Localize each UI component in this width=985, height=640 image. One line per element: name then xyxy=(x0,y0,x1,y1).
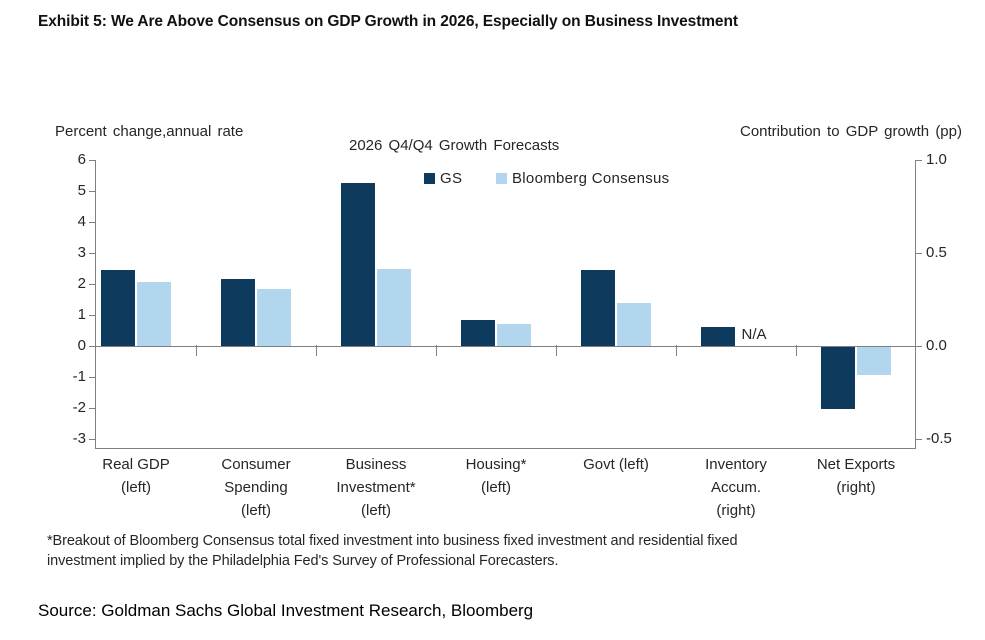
left-axis-tick xyxy=(89,222,95,223)
right-axis-title: Contribution to GDP growth (pp) xyxy=(740,123,962,140)
bar-consensus-1 xyxy=(257,288,291,346)
zero-line xyxy=(95,346,915,347)
left-axis-tick xyxy=(89,253,95,254)
left-axis-tick xyxy=(89,377,95,378)
right-axis-tick xyxy=(916,253,922,254)
left-axis-tick-label: -2 xyxy=(72,399,86,416)
right-axis-tick-label: 0.0 xyxy=(926,337,947,354)
footnote: *Breakout of Bloomberg Consensus total f… xyxy=(47,531,927,571)
left-axis-tick-label: 0 xyxy=(77,337,86,354)
legend-item-bloomberg-consensus: Bloomberg Consensus xyxy=(496,170,669,187)
consensus-legend-swatch xyxy=(496,173,507,184)
bar-gs-5 xyxy=(701,327,735,346)
category-boundary-tick xyxy=(196,345,197,356)
bar-gs-4 xyxy=(581,270,615,346)
right-axis-tick-label: 1.0 xyxy=(926,151,947,168)
category-label-2: Business Investment* (left) xyxy=(336,456,416,519)
bar-gs-6 xyxy=(821,347,855,409)
left-axis-tick xyxy=(89,284,95,285)
gs-legend-label: GS xyxy=(440,170,463,187)
category-label-6: Net Exports (right) xyxy=(816,456,896,496)
left-axis-tick-label: 3 xyxy=(77,244,86,261)
left-axis-tick xyxy=(89,346,95,347)
category-label-4: Govt (left) xyxy=(583,456,649,473)
category-label-0: Real GDP (left) xyxy=(102,456,170,496)
category-label-5: Inventory Accum. (right) xyxy=(705,456,767,519)
bar-consensus-4 xyxy=(617,302,651,346)
bar-gs-0 xyxy=(101,270,135,346)
gs-legend-swatch xyxy=(424,173,435,184)
bar-consensus-3 xyxy=(497,324,531,346)
bar-consensus-6 xyxy=(857,347,891,375)
footnote-line-2: investment implied by the Philadelphia F… xyxy=(47,553,559,569)
source-line: Source: Goldman Sachs Global Investment … xyxy=(38,601,534,620)
left-axis-tick xyxy=(89,160,95,161)
left-axis-title: Percent change,annual rate xyxy=(55,123,244,140)
left-axis-tick-label: 1 xyxy=(77,306,86,323)
category-boundary-tick xyxy=(676,345,677,356)
exhibit-title: Exhibit 5: We Are Above Consensus on GDP… xyxy=(38,13,738,30)
left-axis-tick xyxy=(89,191,95,192)
left-axis-tick xyxy=(89,315,95,316)
right-axis-tick-label: 0.5 xyxy=(926,244,947,261)
footnote-line-1: *Breakout of Bloomberg Consensus total f… xyxy=(47,533,738,549)
category-boundary-tick xyxy=(436,345,437,356)
consensus-legend-label: Bloomberg Consensus xyxy=(512,170,670,187)
left-axis-tick-label: 6 xyxy=(77,151,86,168)
legend-item-gs: GS xyxy=(424,170,462,187)
left-axis-tick-label: -3 xyxy=(72,430,86,447)
category-boundary-tick xyxy=(556,345,557,356)
right-axis-tick xyxy=(916,346,922,347)
bar-consensus-0 xyxy=(137,282,171,346)
left-axis-tick-label: 5 xyxy=(77,182,86,199)
bar-gs-1 xyxy=(221,279,255,346)
category-boundary-tick xyxy=(316,345,317,356)
category-boundary-tick xyxy=(796,345,797,356)
left-axis-tick-label: 2 xyxy=(77,275,86,292)
bottom-axis-line xyxy=(95,448,916,449)
bar-gs-3 xyxy=(461,319,495,346)
left-axis-tick xyxy=(89,408,95,409)
right-axis-tick xyxy=(916,439,922,440)
left-axis-spine xyxy=(95,160,96,448)
left-axis-tick-label: 4 xyxy=(77,213,86,230)
right-axis-tick xyxy=(916,160,922,161)
bar-gs-2 xyxy=(341,183,375,346)
right-axis-tick-label: -0.5 xyxy=(926,430,952,447)
left-axis-tick xyxy=(89,439,95,440)
category-label-1: Consumer Spending (left) xyxy=(221,456,291,519)
left-axis-tick-label: -1 xyxy=(72,368,86,385)
right-axis-spine xyxy=(915,160,916,448)
na-label: N/A xyxy=(741,326,767,343)
category-label-3: Housing* (left) xyxy=(465,456,527,496)
chart-title: 2026 Q4/Q4 Growth Forecasts xyxy=(349,137,560,154)
bar-consensus-2 xyxy=(377,268,411,346)
